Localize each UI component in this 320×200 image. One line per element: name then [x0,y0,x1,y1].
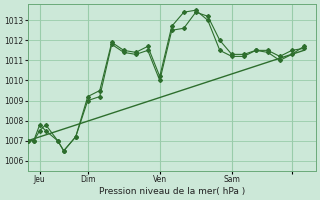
X-axis label: Pression niveau de la mer( hPa ): Pression niveau de la mer( hPa ) [99,187,245,196]
